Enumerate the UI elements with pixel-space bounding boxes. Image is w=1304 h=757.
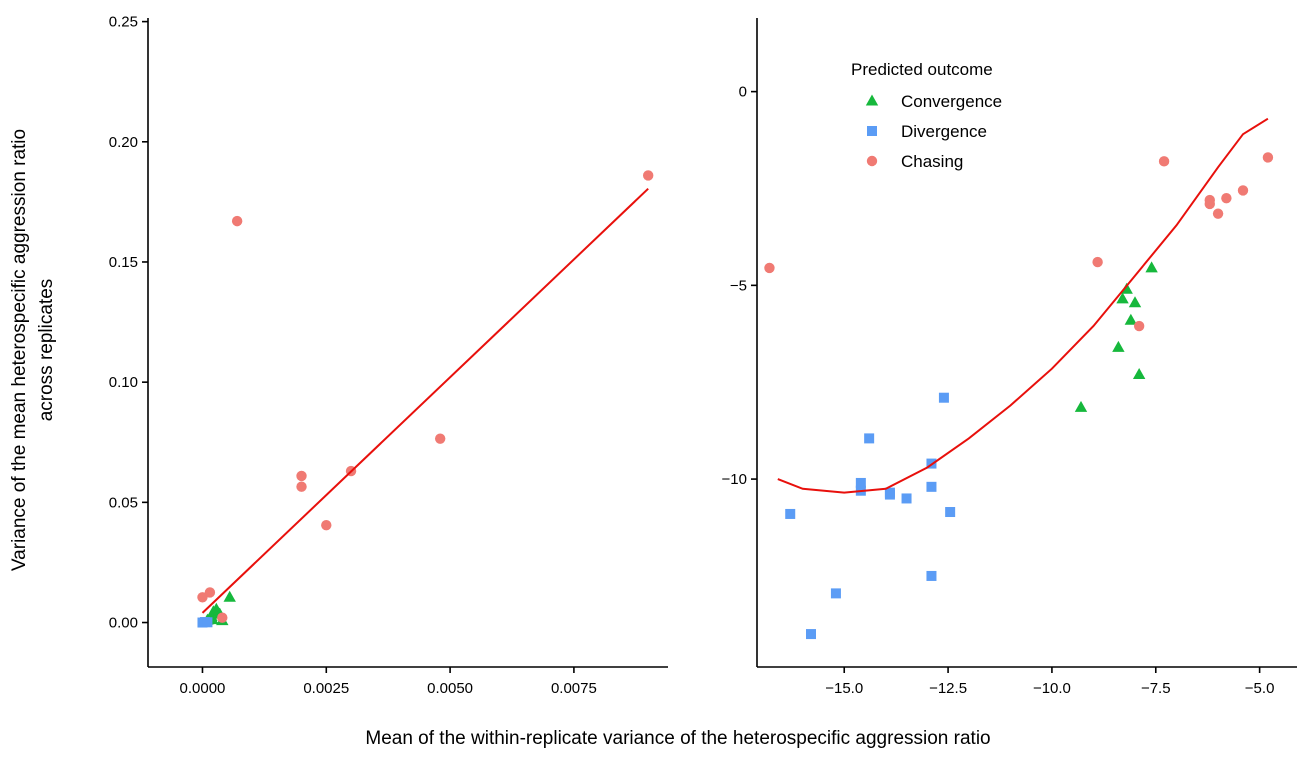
right-chasing-point [1133, 320, 1145, 332]
right-convergence-point [1124, 313, 1138, 325]
right-divergence-point [938, 392, 949, 403]
legend: Predicted outcome Convergence Divergence C… [851, 60, 1002, 171]
left-panel: 0.00 0.05 0.10 0.15 0.20 0.25 0.0000 0.0025 0.00… [109, 14, 668, 697]
right-fit-line [777, 117, 1269, 494]
y-axis-title-line-2: across replicates [36, 279, 57, 422]
left-y-tick-label: 0.10 [109, 374, 138, 391]
legend-divergence-key [867, 126, 877, 136]
left-x-tick-label: 0.0000 [180, 680, 226, 697]
left-chasing-point [197, 592, 208, 603]
right-x-tick-label: −12.5 [929, 680, 967, 697]
legend-title: Predicted outcome [851, 60, 993, 79]
x-axis-title: Mean of the within-replicate variance of… [365, 728, 990, 749]
left-x-tick-label: 0.0025 [303, 680, 349, 697]
right-x-tick-label: −5.0 [1245, 680, 1275, 697]
legend-chasing-key [866, 155, 878, 167]
legend-convergence-label: Convergence [901, 92, 1002, 111]
right-panel: 0 −5 −10 −15.0 −12.5 −10.0 −7.5 −5.0 [722, 18, 1297, 697]
legend-divergence-label: Divergence [901, 122, 987, 141]
left-y-tick-label: 0.25 [109, 14, 138, 31]
left-chasing-point [296, 470, 307, 482]
right-divergence-point [864, 433, 875, 444]
right-divergence-point [806, 629, 816, 640]
left-chasing-point [321, 519, 332, 531]
right-y-tick-label: −5 [730, 277, 747, 294]
legend-convergence-key [865, 94, 879, 106]
left-chasing-point [231, 215, 243, 227]
right-divergence-point [785, 508, 796, 519]
left-fit-line [201, 187, 649, 614]
left-chasing-point [296, 481, 307, 492]
y-axis-title: Variance of the mean heterospecific aggr… [9, 129, 57, 571]
left-y-tick-label: 0.00 [109, 615, 138, 632]
right-chasing-point [764, 262, 775, 274]
right-chasing-point [1237, 185, 1249, 196]
right-x-tick-label: −15.0 [825, 680, 863, 697]
y-axis-title-line-1: Variance of the mean heterospecific aggr… [9, 129, 30, 571]
right-convergence-point [1145, 261, 1158, 273]
right-divergence-point [884, 489, 895, 500]
left-y-tick-label: 0.15 [109, 254, 138, 271]
left-x-tick-label: 0.0075 [551, 680, 597, 697]
right-chasing-point [1092, 256, 1103, 268]
right-chasing-point [1212, 208, 1224, 219]
right-divergence-point [926, 481, 937, 492]
right-x-tick-label: −7.5 [1141, 680, 1171, 697]
left-y-tick-label: 0.20 [109, 134, 138, 151]
right-chasing-point [1158, 156, 1170, 167]
left-chasing-point [217, 612, 228, 623]
left-y-tick-label: 0.05 [109, 494, 138, 511]
right-y-tick-label: 0 [739, 84, 747, 101]
right-divergence-point [901, 493, 912, 504]
right-convergence-point [1112, 340, 1125, 352]
right-convergence-point [1074, 400, 1088, 412]
right-x-tick-label: −10.0 [1033, 680, 1071, 697]
left-x-tick-label: 0.0050 [427, 680, 473, 697]
right-y-tick-label: −10 [722, 471, 747, 488]
right-convergence-point [1132, 367, 1146, 379]
right-convergence-point [1128, 296, 1142, 308]
right-chasing-point [1262, 152, 1274, 163]
right-divergence-point [926, 570, 937, 581]
left-divergence-point [202, 617, 213, 628]
legend-chasing-label: Chasing [901, 152, 963, 171]
left-chasing-point [434, 433, 446, 444]
right-convergence-point [1116, 292, 1129, 304]
right-divergence-point [830, 588, 841, 599]
left-chasing-point [642, 170, 654, 181]
left-chasing-point [204, 587, 216, 598]
left-convergence-point [223, 590, 236, 602]
right-chasing-point [1204, 198, 1215, 210]
right-divergence-point [945, 507, 956, 518]
right-chasing-point [1221, 192, 1232, 204]
right-divergence-point [855, 477, 866, 488]
